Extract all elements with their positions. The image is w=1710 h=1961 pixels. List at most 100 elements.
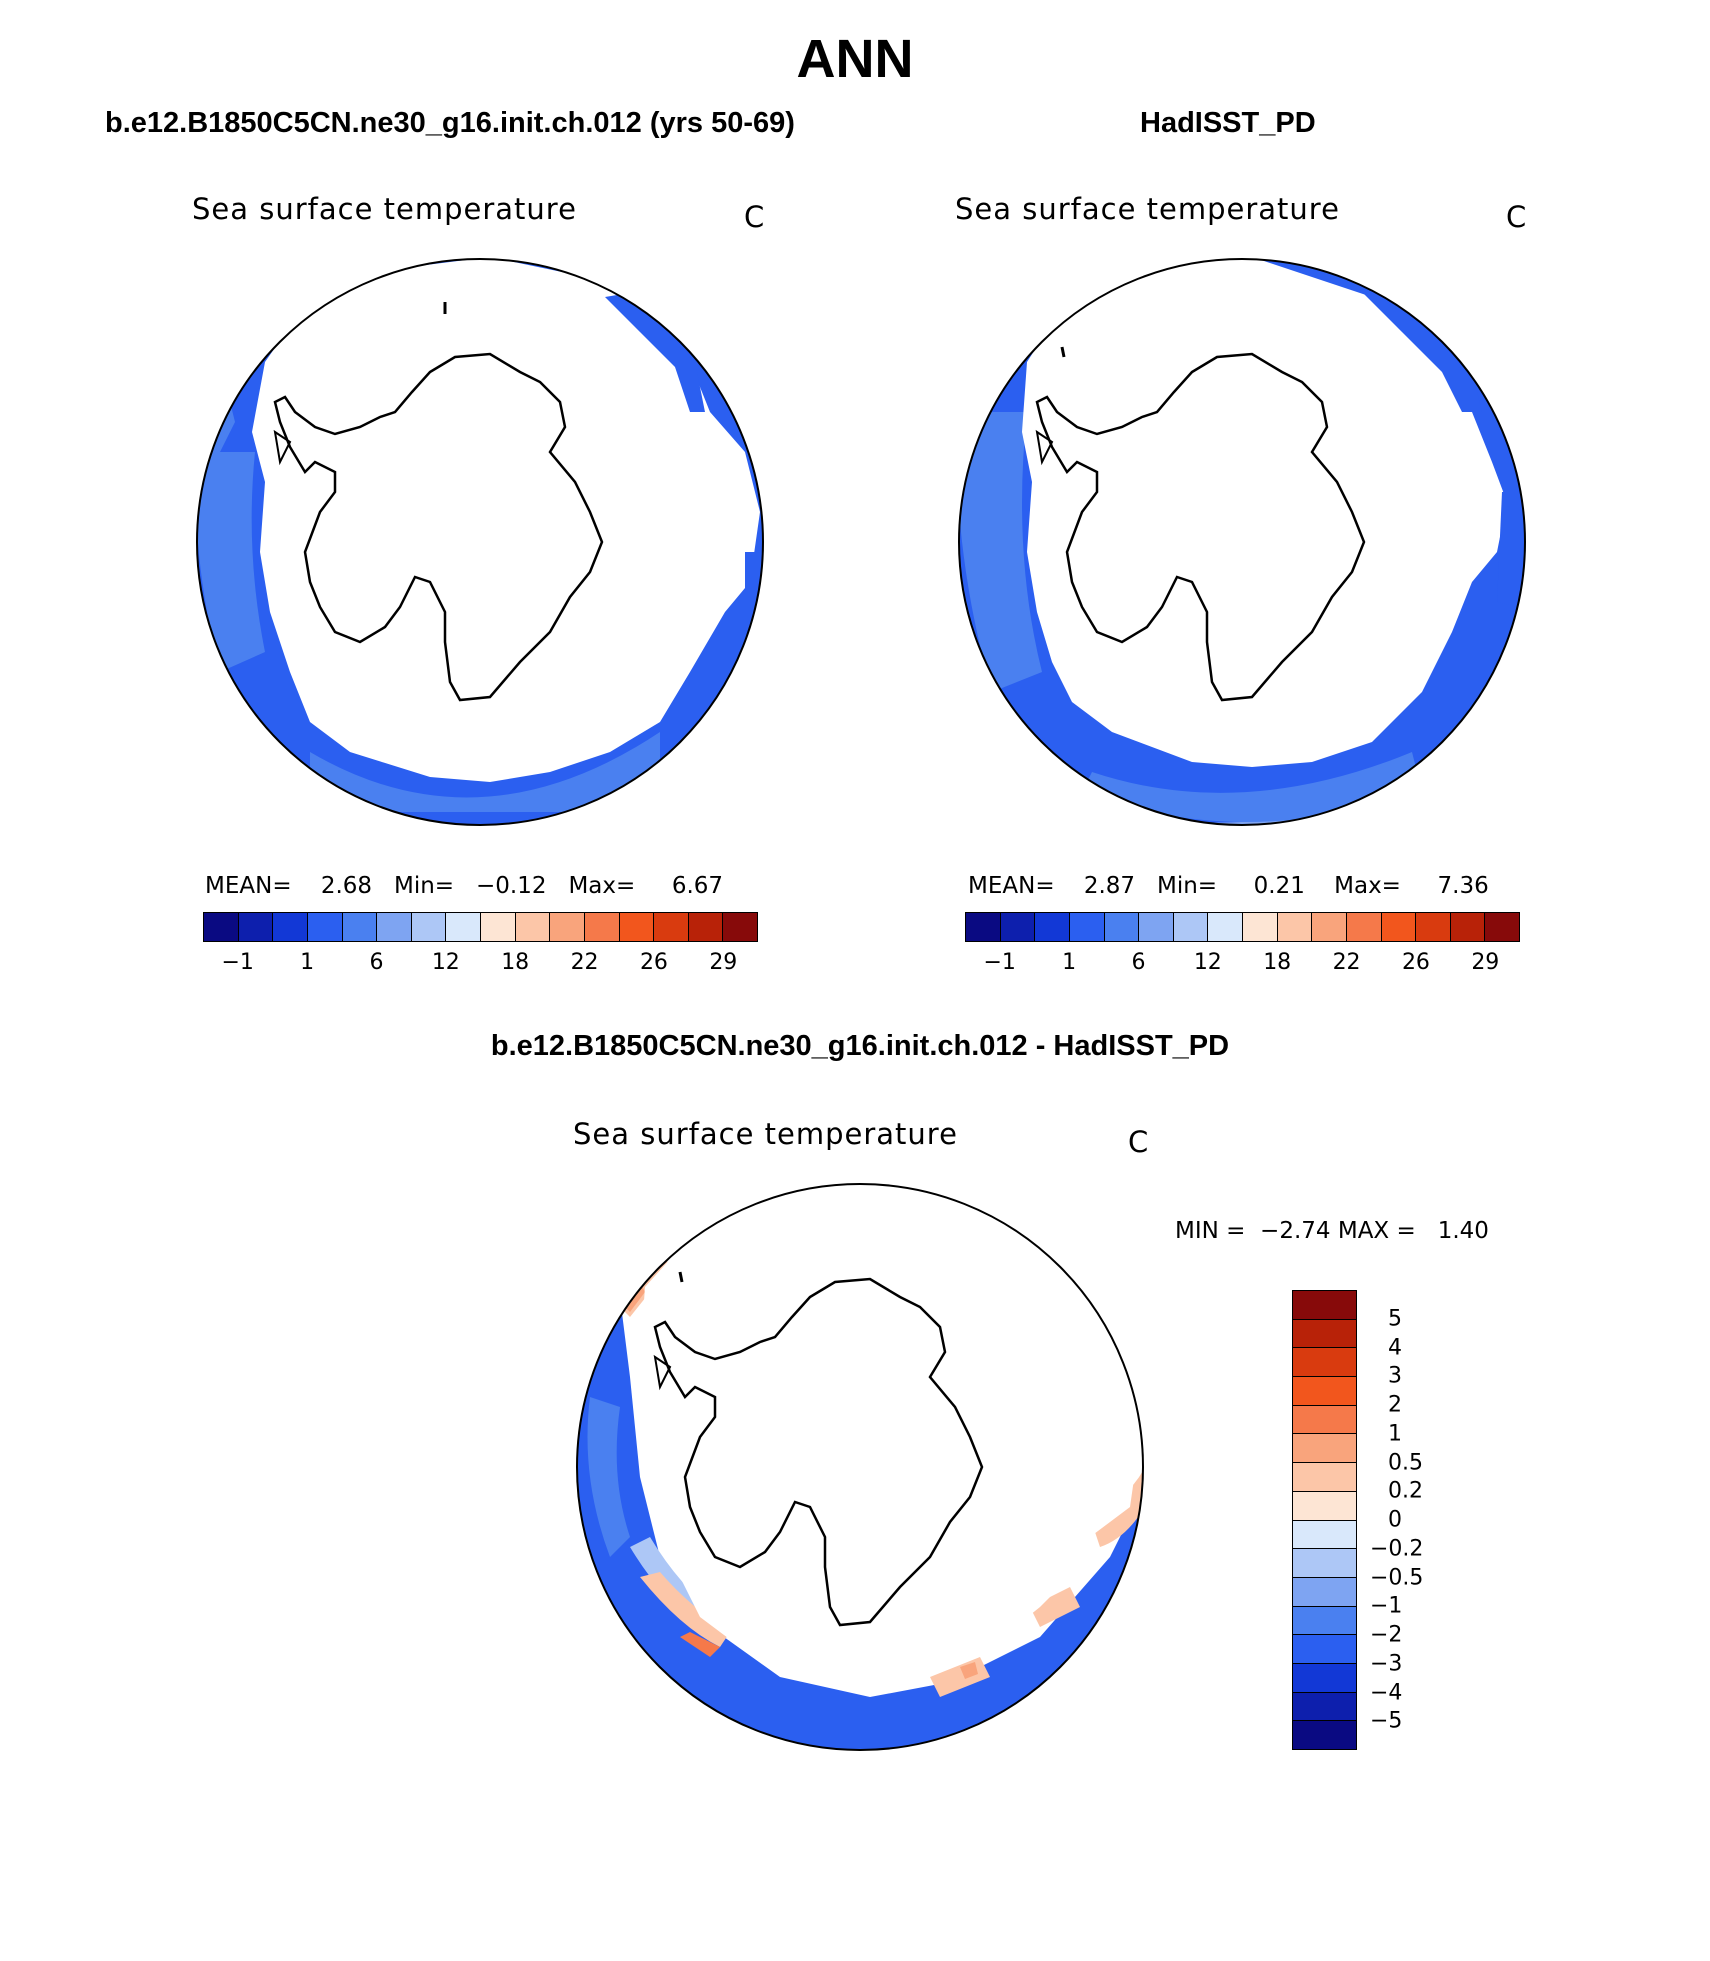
- obs-variable-label: Sea surface temperature: [955, 192, 1340, 226]
- diff-min-value: −2.74: [1260, 1218, 1331, 1244]
- diff-units-label: C: [1128, 1125, 1150, 1159]
- antarctica-outline: [653, 1277, 984, 1627]
- colorbar-swatch: [1293, 1463, 1356, 1492]
- model-mean-value: 2.68: [320, 873, 373, 899]
- colorbar-swatch: [1293, 1520, 1356, 1550]
- colorbar-tick-label: 2: [1388, 1392, 1402, 1418]
- diff-min-label: MIN =: [1175, 1218, 1246, 1244]
- colorbar-tick-label: −1: [221, 950, 254, 975]
- model-min-label: Min=: [394, 873, 455, 899]
- colorbar-swatch: [1416, 913, 1451, 941]
- colorbar-tick-label: 5: [1388, 1306, 1402, 1332]
- obs-colorbar: [965, 912, 1520, 942]
- colorbar-tick-label: −1: [983, 950, 1016, 975]
- colorbar-tick-label: 1: [300, 950, 315, 975]
- model-mean-label: MEAN=: [205, 873, 292, 899]
- diff-panel-heading: b.e12.B1850C5CN.ne30_g16.init.ch.012 - H…: [490, 1030, 1230, 1062]
- colorbar-swatch: [1293, 1405, 1356, 1435]
- colorbar-swatch: [1293, 1377, 1356, 1406]
- colorbar-swatch: [1293, 1291, 1356, 1320]
- colorbar-swatch: [238, 913, 274, 941]
- colorbar-swatch: [273, 913, 308, 941]
- colorbar-swatch: [584, 913, 620, 941]
- obs-mean-label: MEAN=: [968, 873, 1055, 899]
- colorbar-tick-label: 18: [1263, 950, 1292, 975]
- colorbar-swatch: [515, 913, 551, 941]
- model-stats: MEAN= 2.68 Min= −0.12 Max= 6.67: [205, 873, 723, 899]
- colorbar-tick-label: −1: [1370, 1593, 1403, 1619]
- obs-stats: MEAN= 2.87 Min= 0.21 Max= 7.36: [968, 873, 1489, 899]
- colorbar-tick-label: 12: [1193, 950, 1222, 975]
- colorbar-swatch: [481, 913, 516, 941]
- antarctica-outline: [1035, 352, 1366, 702]
- colorbar-tick-label: −0.2: [1370, 1536, 1424, 1562]
- colorbar-swatch: [307, 913, 343, 941]
- diff-variable-label: Sea surface temperature: [573, 1117, 958, 1151]
- colorbar-swatch: [723, 913, 757, 941]
- colorbar-tick-label: 3: [1388, 1363, 1402, 1389]
- colorbar-swatch: [1381, 913, 1417, 941]
- obs-polar-map: [958, 258, 1526, 826]
- colorbar-swatch: [619, 913, 655, 941]
- colorbar-tick-label: −2: [1370, 1622, 1403, 1648]
- colorbar-swatch: [1485, 913, 1519, 941]
- colorbar-tick-label: 0.5: [1388, 1450, 1423, 1475]
- colorbar-tick-label: 6: [1131, 950, 1146, 975]
- colorbar-swatch: [1346, 913, 1382, 941]
- colorbar-swatch: [1035, 913, 1070, 941]
- colorbar-swatch: [1173, 913, 1209, 941]
- model-panel-heading: b.e12.B1850C5CN.ne30_g16.init.ch.012 (yr…: [105, 107, 795, 139]
- colorbar-tick-label: −5: [1370, 1708, 1403, 1734]
- model-colorbar: [203, 912, 758, 942]
- colorbar-tick-label: −0.5: [1370, 1565, 1424, 1590]
- model-max-label: Max=: [568, 873, 636, 899]
- colorbar-swatch: [1293, 1577, 1356, 1607]
- colorbar-swatch: [1293, 1319, 1356, 1349]
- colorbar-swatch: [1104, 913, 1140, 941]
- model-colorbar-ticks: −1 1 6 12 18 22 26 29: [203, 950, 758, 980]
- obs-panel-heading: HadISST_PD: [1140, 107, 1316, 139]
- colorbar-swatch: [1293, 1692, 1356, 1722]
- colorbar-swatch: [1293, 1721, 1356, 1749]
- model-max-value: 6.67: [671, 873, 724, 899]
- colorbar-swatch: [550, 913, 585, 941]
- diff-stats: MIN = −2.74 MAX = 1.40: [1175, 1218, 1489, 1244]
- antarctica-outline: [273, 352, 604, 702]
- colorbar-tick-label: 26: [1401, 950, 1430, 975]
- diff-colorbar: [1292, 1290, 1357, 1750]
- colorbar-swatch: [411, 913, 447, 941]
- obs-mean-value: 2.87: [1083, 873, 1136, 899]
- colorbar-swatch: [1208, 913, 1243, 941]
- colorbar-swatch: [1243, 913, 1278, 941]
- colorbar-swatch: [1069, 913, 1105, 941]
- obs-max-value: 7.36: [1437, 873, 1489, 899]
- diff-max-value: 1.40: [1437, 1218, 1489, 1244]
- diff-polar-map: [576, 1183, 1144, 1751]
- model-polar-map: [196, 258, 764, 826]
- colorbar-tick-label: 29: [1471, 950, 1500, 975]
- colorbar-tick-label: 1: [1388, 1421, 1402, 1447]
- model-min-value: −0.12: [476, 873, 547, 899]
- colorbar-tick-label: 0.2: [1388, 1478, 1423, 1504]
- colorbar-swatch: [1450, 913, 1486, 941]
- colorbar-swatch: [1293, 1348, 1356, 1378]
- diff-max-label: MAX =: [1337, 1218, 1416, 1244]
- colorbar-swatch: [1139, 913, 1174, 941]
- colorbar-swatch: [1293, 1606, 1356, 1636]
- colorbar-swatch: [446, 913, 481, 941]
- obs-max-label: Max=: [1334, 873, 1401, 899]
- obs-min-value: 0.21: [1253, 873, 1305, 899]
- colorbar-tick-label: 22: [1332, 950, 1361, 975]
- model-units-label: C: [744, 200, 766, 234]
- colorbar-tick-label: −4: [1370, 1680, 1403, 1705]
- colorbar-swatch: [1000, 913, 1036, 941]
- colorbar-swatch: [654, 913, 689, 941]
- colorbar-swatch: [1312, 913, 1347, 941]
- colorbar-tick-label: 22: [570, 950, 599, 975]
- colorbar-tick-label: 12: [431, 950, 460, 975]
- obs-min-label: Min=: [1157, 873, 1218, 899]
- colorbar-tick-label: 26: [639, 950, 668, 975]
- colorbar-tick-label: 18: [501, 950, 530, 975]
- obs-units-label: C: [1506, 200, 1528, 234]
- obs-colorbar-ticks: −1 1 6 12 18 22 26 29: [965, 950, 1520, 980]
